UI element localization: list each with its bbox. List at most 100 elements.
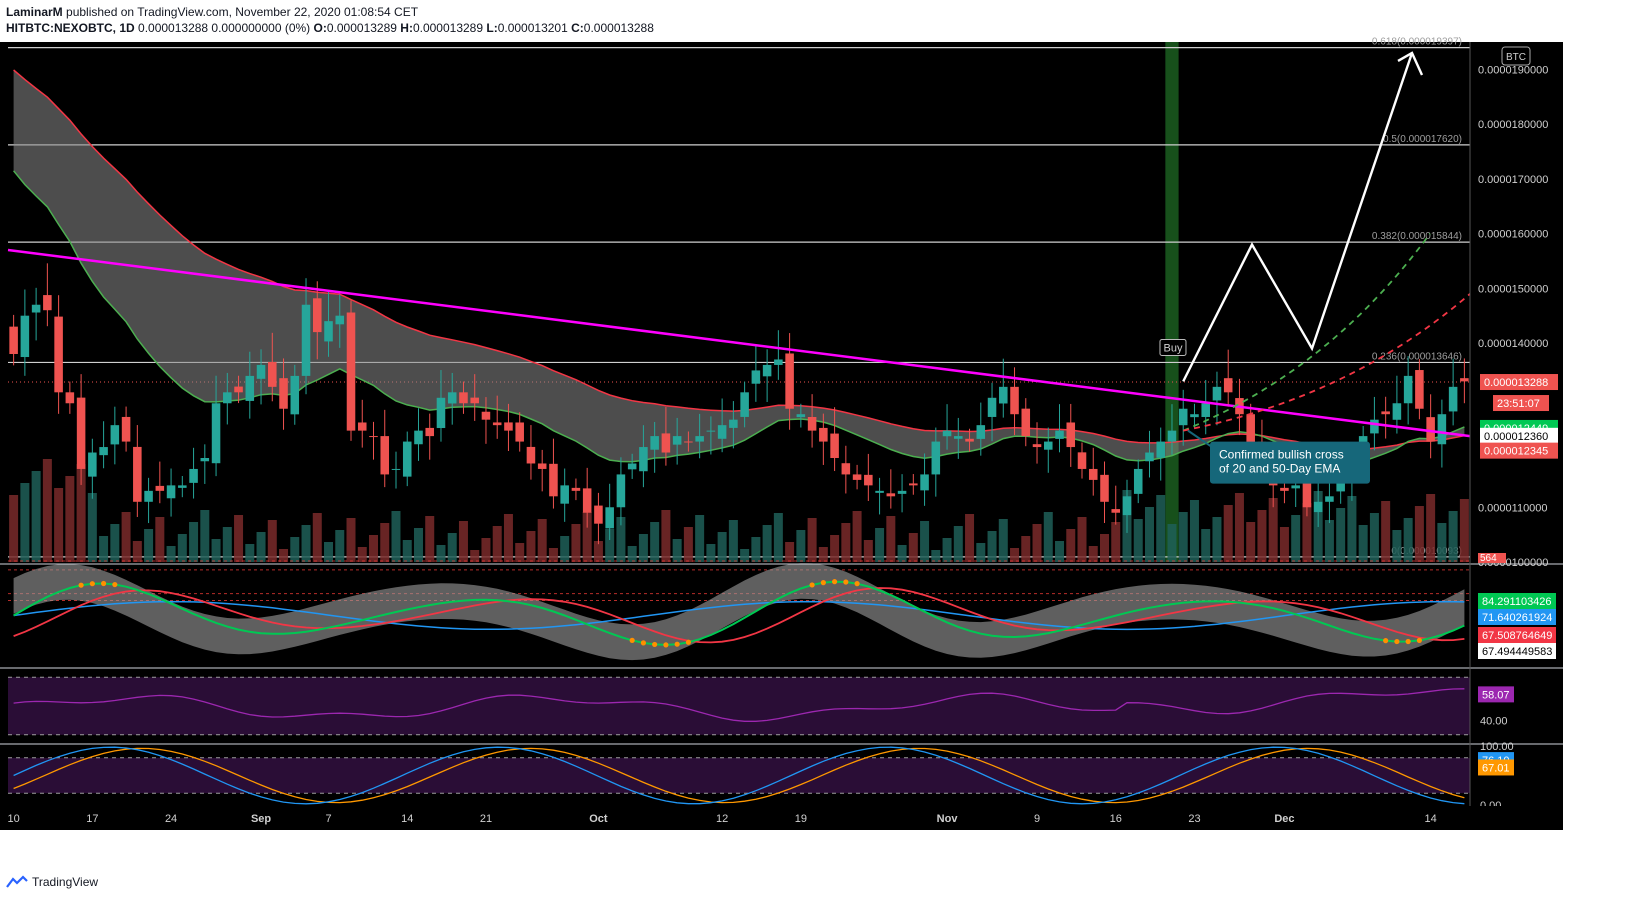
candle-body xyxy=(1437,414,1447,445)
tradingview-brand[interactable]: TradingView xyxy=(32,875,99,889)
volume-bar xyxy=(234,515,244,562)
volume-bar xyxy=(200,510,210,562)
candle-body xyxy=(1122,496,1132,516)
volume-bar xyxy=(1066,529,1076,562)
candle-body xyxy=(774,359,783,365)
volume-bar xyxy=(1021,536,1031,562)
fib-level-label: 0.5(0.000017620) xyxy=(1383,134,1462,145)
time-axis-tick: 17 xyxy=(86,813,98,825)
volume-bar xyxy=(1077,517,1087,562)
ohlc-line: HITBTC:NEXOBTC, 1D 0.000013288 0.0000000… xyxy=(6,20,1606,36)
osc-extreme-dot xyxy=(100,580,107,587)
candle-body xyxy=(684,441,693,443)
volume-bar xyxy=(875,528,885,562)
osc-extreme-dot xyxy=(843,579,849,585)
fib-level-label: 0.382(0.000015844) xyxy=(1372,231,1462,242)
currency-badge-box[interactable] xyxy=(1501,46,1531,66)
candle-body xyxy=(99,447,108,456)
candle-body xyxy=(492,422,502,426)
volume-bar xyxy=(627,546,637,562)
volume-bar xyxy=(908,533,918,562)
volume-bar xyxy=(537,519,547,562)
candle-body xyxy=(65,392,75,404)
stoch-d-line xyxy=(13,747,1465,804)
volume-bar xyxy=(785,542,795,562)
author-name[interactable]: LaminarM xyxy=(6,5,63,19)
volume-bar xyxy=(65,476,75,562)
time-axis-tick: 24 xyxy=(165,813,177,825)
volume-bar xyxy=(1133,519,1143,562)
volume-bar xyxy=(1414,506,1424,562)
volume-bar xyxy=(1178,512,1188,562)
volume-bar xyxy=(863,540,873,562)
volume-bar xyxy=(830,535,840,562)
chart-header: LaminarM published on TradingView.com, N… xyxy=(6,4,1606,36)
volume-bar xyxy=(425,516,435,562)
candle-body xyxy=(290,375,300,415)
candle-body xyxy=(425,427,435,437)
candle-body xyxy=(706,430,716,432)
candle-body xyxy=(909,483,918,486)
volume-bar xyxy=(526,531,536,562)
candle-body xyxy=(346,312,356,431)
volume-bar xyxy=(886,516,896,562)
volume-bar xyxy=(582,512,592,562)
candle-body xyxy=(639,447,648,472)
time-axis-tick: 16 xyxy=(1110,813,1122,825)
volume-bar xyxy=(110,524,120,562)
callout-text-line-1: Confirmed bullish cross xyxy=(1219,448,1344,462)
volume-bar xyxy=(998,519,1008,562)
volume-bar xyxy=(953,526,963,562)
volume-bar xyxy=(166,546,176,562)
tradingview-logo-icon[interactable] xyxy=(6,875,28,889)
volume-bar xyxy=(54,488,64,562)
volume-bar xyxy=(638,534,648,562)
candle-body xyxy=(526,446,536,464)
volume-bar xyxy=(1223,505,1233,562)
buy-label: Buy xyxy=(1163,343,1182,355)
volume-bar xyxy=(245,544,255,562)
rsi-value-label: 58.07 xyxy=(1482,689,1510,701)
time-axis-tick: 12 xyxy=(716,813,728,825)
candle-body xyxy=(819,427,828,442)
candle-body xyxy=(1156,441,1166,458)
volume-bar xyxy=(1459,499,1469,562)
volume-bar xyxy=(189,522,199,562)
rsi-axis-tick: 40.00 xyxy=(1480,715,1508,727)
candle-body xyxy=(380,436,390,475)
projected-ema-50 xyxy=(1183,293,1471,432)
time-axis-tick: 21 xyxy=(480,813,492,825)
volume-bar xyxy=(1167,524,1177,562)
volume-bar xyxy=(931,550,941,562)
candle-body xyxy=(549,463,558,497)
symbol-label[interactable]: HITBTC:NEXOBTC, 1D xyxy=(6,21,135,35)
volume-bar xyxy=(1100,534,1109,562)
volume-bar xyxy=(1043,512,1053,562)
volume-bar xyxy=(76,464,86,562)
osc-extreme-dot xyxy=(663,642,669,648)
candle-body xyxy=(661,433,671,453)
volume-bar xyxy=(672,539,682,562)
volume-bar xyxy=(706,544,716,562)
volume-bar xyxy=(1381,501,1391,562)
volume-bar xyxy=(1088,546,1098,562)
osc-value-label: 67.508764649 xyxy=(1482,630,1552,642)
candle-body xyxy=(470,397,479,404)
volume-bar xyxy=(571,524,581,562)
candle-body xyxy=(312,298,322,333)
time-axis-tick: Nov xyxy=(937,813,959,825)
price-projection-path xyxy=(1182,52,1414,382)
open-value: 0.000013289 xyxy=(326,21,397,35)
open-label: O: xyxy=(313,21,327,35)
osc-extreme-dot xyxy=(820,580,826,586)
volume-bar xyxy=(1369,513,1379,562)
candle-body xyxy=(1426,417,1435,442)
candle-body xyxy=(256,364,266,379)
candle-body xyxy=(897,490,907,494)
osc-extreme-dot xyxy=(640,640,647,646)
volume-bar xyxy=(470,550,480,562)
candle-body xyxy=(76,397,86,469)
time-axis-tick: Sep xyxy=(251,813,271,825)
volume-bar xyxy=(346,518,356,562)
